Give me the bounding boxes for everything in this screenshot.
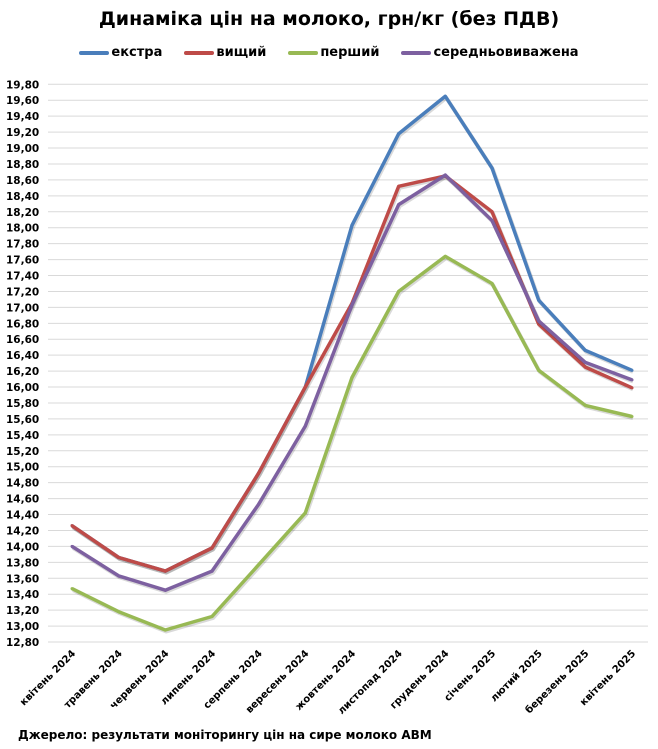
y-tick-label: 13,40 (6, 589, 39, 601)
data-point (210, 569, 214, 573)
data-point (210, 615, 214, 619)
data-point (630, 386, 634, 390)
y-tick-label: 17,20 (6, 286, 39, 298)
data-point (350, 303, 354, 307)
y-tick-label: 16,80 (6, 318, 39, 330)
y-tick-label: 14,60 (6, 494, 39, 506)
y-tick-label: 13,60 (6, 573, 39, 585)
data-point (537, 368, 541, 372)
data-point (397, 203, 401, 207)
y-tick-label: 19,00 (6, 143, 39, 155)
data-point (350, 223, 354, 227)
data-point (70, 587, 74, 591)
data-point (583, 365, 587, 369)
y-tick-label: 17,60 (6, 255, 39, 267)
y-tick-label: 18,00 (6, 223, 39, 235)
data-point (303, 511, 307, 515)
y-tick-label: 19,40 (6, 111, 39, 123)
source-note: Джерело: результати моніторингу цін на с… (18, 728, 432, 742)
data-point (163, 628, 167, 632)
data-point (443, 254, 447, 258)
y-tick-label: 18,40 (6, 191, 39, 203)
y-tick-label: 16,40 (6, 350, 39, 362)
data-point (257, 563, 261, 567)
y-tick-label: 18,80 (6, 159, 39, 171)
y-tick-label: 15,60 (6, 414, 39, 426)
data-point (117, 556, 121, 560)
data-point (257, 502, 261, 506)
chart-title: Динаміка цін на молоко, грн/кг (без ПДВ) (98, 8, 560, 30)
data-point (397, 132, 401, 136)
legend-label-ekstra: екстра (111, 45, 163, 60)
data-point (350, 375, 354, 379)
legend-item-serednovyvazhena: середньовиважена (401, 45, 579, 60)
data-point (630, 368, 634, 372)
legend-item-vyshchyi: вищий (184, 45, 266, 60)
y-tick-label: 17,80 (6, 239, 39, 251)
legend-label-serednovyvazhena: середньовиважена (433, 45, 579, 60)
data-point (630, 415, 634, 419)
legend-swatch-pershyi (288, 50, 319, 55)
y-tick-label: 15,80 (6, 398, 39, 410)
data-point (443, 173, 447, 177)
y-tick-label: 14,20 (6, 525, 39, 537)
y-tick-label: 19,60 (6, 95, 39, 107)
legend-label-pershyi: перший (320, 45, 380, 60)
data-point (117, 574, 121, 578)
legend-swatch-ekstra (79, 50, 110, 55)
legend-label-vyshchyi: вищий (216, 45, 267, 60)
legend-item-pershyi: перший (288, 45, 379, 60)
gridlines (48, 83, 648, 643)
y-tick-label: 18,20 (6, 207, 39, 219)
y-tick-label: 18,60 (6, 175, 39, 187)
data-point (630, 378, 634, 382)
y-tick-label: 16,00 (6, 382, 39, 394)
data-point (490, 166, 494, 170)
legend-swatch-serednovyvazhena (401, 50, 432, 55)
data-point (397, 184, 401, 188)
y-tick-label: 13,80 (6, 557, 39, 569)
y-tick-label: 17,40 (6, 271, 39, 283)
legend-swatch-vyshchyi (184, 50, 215, 55)
data-point (583, 403, 587, 407)
y-tick-label: 12,80 (6, 637, 39, 649)
y-tick-label: 16,60 (6, 334, 39, 346)
data-point (163, 588, 167, 592)
data-point (537, 319, 541, 323)
y-tick-label: 14,00 (6, 541, 39, 553)
data-point (303, 385, 307, 389)
y-tick-label: 13,00 (6, 621, 39, 633)
y-tick-label: 15,20 (6, 446, 39, 458)
y-axis-ticks: 12,80 13,00 13,20 13,40 13,60 13,80 14,00 14,20… (6, 79, 39, 649)
data-point (70, 524, 74, 528)
data-point (117, 610, 121, 614)
data-point (210, 546, 214, 550)
y-tick-label: 16,20 (6, 366, 39, 378)
data-point (583, 360, 587, 364)
data-point (257, 471, 261, 475)
data-point (443, 94, 447, 98)
y-tick-label: 13,20 (6, 605, 39, 617)
data-point (397, 289, 401, 293)
legend: екстра вищий перший середньовиважена (0, 45, 658, 60)
y-tick-label: 15,00 (6, 462, 39, 474)
data-point (537, 298, 541, 302)
data-point (490, 219, 494, 223)
legend-item-ekstra: екстра (79, 45, 162, 60)
y-tick-label: 19,80 (6, 79, 39, 91)
y-tick-label: 14,40 (6, 510, 39, 522)
data-point (70, 544, 74, 548)
data-point (583, 348, 587, 352)
series-lines (70, 94, 634, 634)
data-point (490, 281, 494, 285)
data-point (163, 569, 167, 573)
y-tick-label: 14,80 (6, 478, 39, 490)
y-tick-label: 17,00 (6, 302, 39, 314)
y-tick-label: 15,40 (6, 430, 39, 442)
data-point (303, 424, 307, 428)
data-point (490, 210, 494, 214)
y-tick-label: 19,20 (6, 127, 39, 139)
